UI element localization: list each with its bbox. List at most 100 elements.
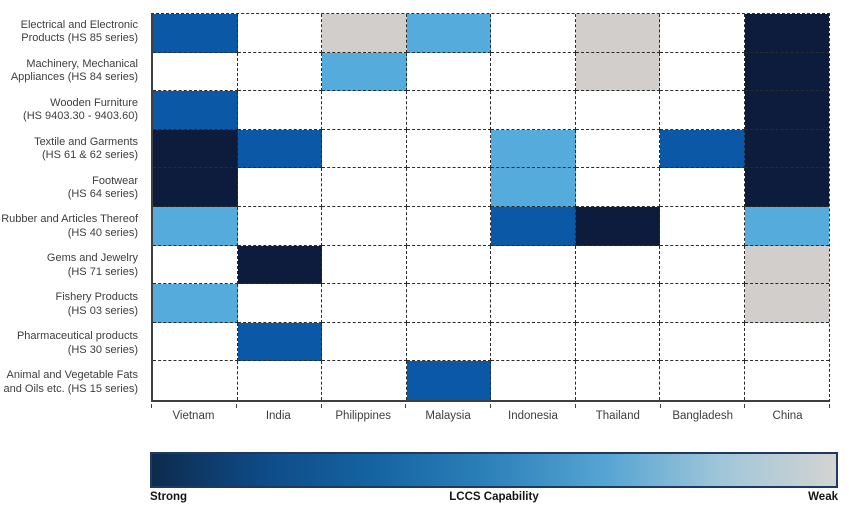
heatmap-cell xyxy=(322,206,407,246)
heatmap-cell xyxy=(153,91,238,130)
heatmap-cell xyxy=(744,361,829,400)
heatmap-cell xyxy=(153,245,238,285)
heatmap-cell xyxy=(491,52,576,92)
x-axis-category-label: Vietnam xyxy=(172,410,215,422)
heatmap-cell xyxy=(237,168,322,207)
heatmap-cell xyxy=(660,91,745,130)
x-axis-tick xyxy=(745,404,830,408)
heatmap-cell xyxy=(491,14,576,53)
heatmap-cell xyxy=(575,245,660,285)
y-axis-category-label: Fishery Products (HS 03 series) xyxy=(55,291,138,317)
heatmap-cell xyxy=(406,129,491,169)
heatmap-cell xyxy=(322,91,407,130)
heatmap-cell xyxy=(153,129,238,169)
heatmap-cell xyxy=(660,245,745,285)
heatmap-cell xyxy=(322,14,407,53)
heatmap-cell xyxy=(491,284,576,323)
heatmap-cell xyxy=(237,206,322,246)
heatmap-cell xyxy=(406,361,491,400)
heatmap-cell xyxy=(237,361,322,400)
heatmap-cell xyxy=(322,168,407,207)
heatmap-cell xyxy=(491,91,576,130)
heatmap-cell xyxy=(491,322,576,362)
x-axis-tick xyxy=(152,404,237,408)
heatmap-cell xyxy=(322,245,407,285)
heatmap-cell xyxy=(744,245,829,285)
heatmap-cell xyxy=(575,168,660,207)
x-axis-category-label: Bangladesh xyxy=(672,410,734,422)
heatmap-cell xyxy=(575,206,660,246)
heatmap-cell xyxy=(660,322,745,362)
legend-weak-label: Weak xyxy=(808,491,838,503)
heatmap-cell xyxy=(660,14,745,53)
x-axis-category-label: Indonesia xyxy=(508,410,558,422)
y-axis-category-label: Footwear (HS 64 series) xyxy=(67,174,138,201)
x-axis-category-label: Philippines xyxy=(335,410,391,422)
y-axis-category-label: Animal and Vegetable Fats and Oils etc. (… xyxy=(3,369,139,395)
x-axis-ticks xyxy=(151,404,830,408)
heatmap-cell xyxy=(575,361,660,400)
y-axis-category-label: Gems and Jewelry (HS 71 series) xyxy=(46,252,138,278)
heatmap-cell xyxy=(406,168,491,207)
heatmap-cell xyxy=(660,361,745,400)
y-axis-category-label: Electrical and Electronic Products (HS 85… xyxy=(20,18,138,45)
y-axis-category-label: Rubber and Articles Thereof (HS 40 series… xyxy=(1,213,138,239)
x-axis-tick xyxy=(491,404,576,408)
heatmap-cell xyxy=(406,14,491,53)
heatmap-cell xyxy=(744,206,829,246)
heatmap-cell xyxy=(322,284,407,323)
heatmap-cell xyxy=(153,14,238,53)
heatmap-cell xyxy=(322,129,407,169)
heatmap-cell xyxy=(660,168,745,207)
x-axis-category-label: India xyxy=(265,410,291,422)
heatmap-cell xyxy=(406,206,491,246)
x-axis-tick xyxy=(237,404,322,408)
heatmap-cell xyxy=(575,91,660,130)
heatmap-cell xyxy=(744,284,829,323)
heatmap-cell xyxy=(237,14,322,53)
x-axis-category-label: China xyxy=(772,410,803,422)
legend-title: LCCS Capability xyxy=(449,491,539,503)
heatmap-cell xyxy=(744,168,829,207)
heatmap-cell xyxy=(406,284,491,323)
heatmap-cell xyxy=(237,322,322,362)
x-axis-category-label: Malaysia xyxy=(425,410,471,422)
heatmap-cell xyxy=(744,322,829,362)
x-axis-tick xyxy=(661,404,746,408)
legend-strong-label: Strong xyxy=(150,491,188,503)
heatmap-cell xyxy=(575,129,660,169)
y-axis-category-label: Machinery, Mechanical Appliances (HS 84 s… xyxy=(10,57,138,84)
y-axis-labels: Electrical and Electronic Products (HS 85… xyxy=(0,13,145,402)
heatmap-cell xyxy=(406,52,491,92)
heatmap-cell xyxy=(660,284,745,323)
heatmap-cell xyxy=(575,284,660,323)
heatmap-cell xyxy=(575,52,660,92)
heatmap-cell xyxy=(237,52,322,92)
plot-area xyxy=(151,13,830,402)
heatmap-cell xyxy=(153,284,238,323)
heatmap-cell xyxy=(406,91,491,130)
heatmap-cell xyxy=(153,168,238,207)
heatmap-cell xyxy=(660,52,745,92)
heatmap-cell xyxy=(406,322,491,362)
heatmap-cell xyxy=(744,52,829,92)
x-axis-labels: Vietnam India Philippines Malaysia Indonesia… xyxy=(151,410,830,422)
heatmap-cell xyxy=(406,245,491,285)
x-axis-category-label: Thailand xyxy=(595,410,640,422)
heatmap-cell xyxy=(153,52,238,92)
heatmap-cell xyxy=(322,322,407,362)
heatmap-cell xyxy=(153,206,238,246)
heatmap-cell xyxy=(237,91,322,130)
heatmap-cell xyxy=(322,361,407,400)
heatmap-cell xyxy=(237,245,322,285)
y-axis-category-label: Pharmaceutical products (HS 30 series) xyxy=(16,330,138,356)
heatmap-cell xyxy=(153,322,238,362)
heatmap-cell xyxy=(575,14,660,53)
heatmap-cell xyxy=(491,245,576,285)
heatmap-cell xyxy=(153,361,238,400)
x-axis-tick xyxy=(576,404,661,408)
heatmap-cell xyxy=(575,322,660,362)
heatmap-cell xyxy=(491,361,576,400)
y-axis-category-label: Textile and Garments (HS 61 & 62 series) xyxy=(34,135,138,162)
